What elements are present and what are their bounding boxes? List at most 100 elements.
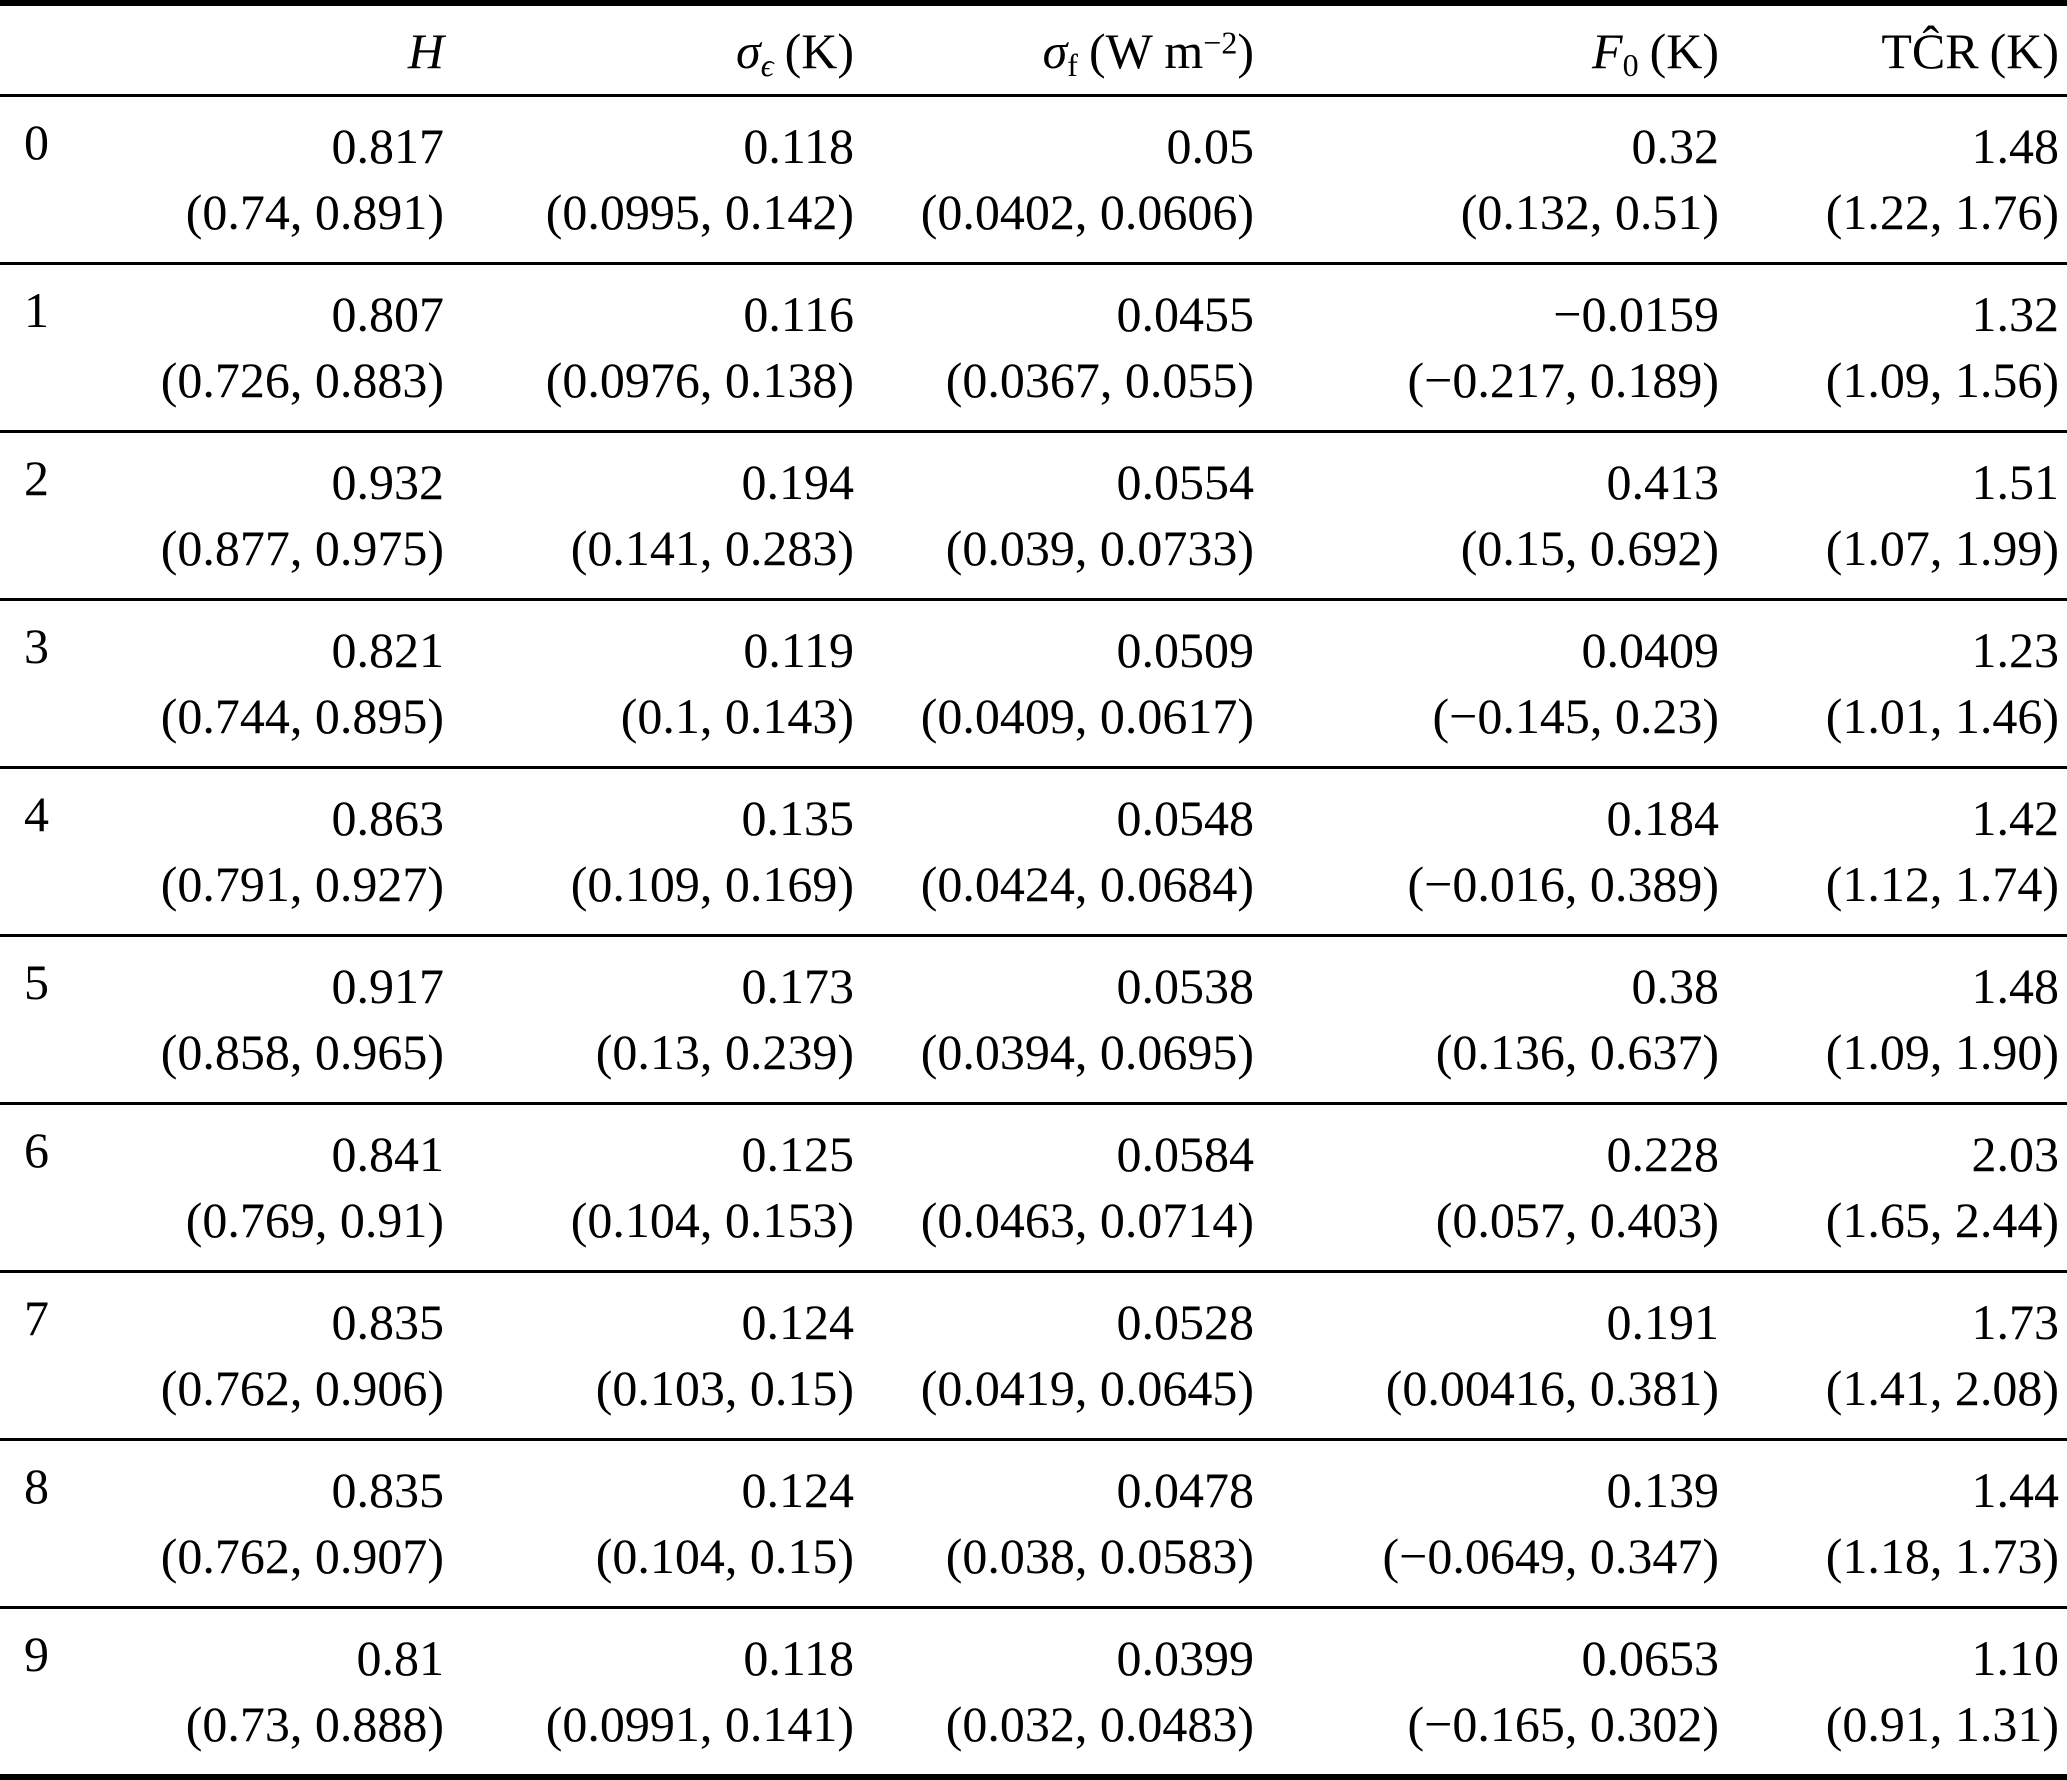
- cell-ci: (0.73, 0.888): [185, 1696, 444, 1752]
- cell-TCR: 1.48 (1.09, 1.90): [1725, 936, 2067, 1104]
- cell-H: 0.863 (0.791, 0.927): [120, 768, 450, 936]
- cell-value: 0.0584: [1116, 1126, 1255, 1182]
- col-header-sigma-f: σf (W m−2): [860, 3, 1260, 97]
- cell-value: 0.116: [743, 286, 854, 342]
- cell-ci: (0.032, 0.0483): [945, 1696, 1254, 1752]
- cell-ci: (−0.165, 0.302): [1407, 1696, 1720, 1752]
- cell-ci: (1.22, 1.76): [1825, 184, 2059, 240]
- table-body: 0 0.817 (0.74, 0.891) 0.118 (0.0995, 0.142…: [0, 96, 2067, 1778]
- cell-value: 0.05: [1166, 118, 1255, 174]
- header-row: H σϵ (K) σf (W m−2) F0 (K) TĈR (K): [0, 3, 2067, 97]
- cell-TCR: 1.48 (1.22, 1.76): [1725, 96, 2067, 264]
- cell-ci: (0.858, 0.965): [160, 1024, 444, 1080]
- col-header-H: H: [120, 3, 450, 97]
- unit-exponent: −2: [1203, 24, 1238, 61]
- cell-sigma-f: 0.0528 (0.0419, 0.0645): [860, 1272, 1260, 1440]
- cell-ci: (0.0424, 0.0684): [920, 856, 1254, 912]
- cell-ci: (0.0995, 0.142): [545, 184, 854, 240]
- cell-value: 0.835: [331, 1462, 445, 1518]
- table-row: 1 0.807 (0.726, 0.883) 0.116 (0.0976, 0.13…: [0, 264, 2067, 432]
- cell-TCR: 1.51 (1.07, 1.99): [1725, 432, 2067, 600]
- cell-ci: (−0.145, 0.23): [1432, 688, 1720, 744]
- cell-value: 0.0399: [1116, 1630, 1255, 1686]
- cell-ci: (1.18, 1.73): [1825, 1528, 2059, 1584]
- cell-sigma-f: 0.0538 (0.0394, 0.0695): [860, 936, 1260, 1104]
- cell-ci: (0.91, 1.31): [1825, 1696, 2059, 1752]
- cell-ci: (1.01, 1.46): [1825, 688, 2059, 744]
- cell-sigma-epsilon: 0.173 (0.13, 0.239): [450, 936, 860, 1104]
- cell-ci: (0.039, 0.0733): [945, 520, 1254, 576]
- table-row: 5 0.917 (0.858, 0.965) 0.173 (0.13, 0.239)…: [0, 936, 2067, 1104]
- cell-value: 0.135: [741, 790, 855, 846]
- cell-H: 0.841 (0.769, 0.91): [120, 1104, 450, 1272]
- cell-sigma-f: 0.0548 (0.0424, 0.0684): [860, 768, 1260, 936]
- cell-F0: 0.228 (0.057, 0.403): [1260, 1104, 1725, 1272]
- cell-value: 0.821: [331, 622, 445, 678]
- cell-value: 1.44: [1971, 1462, 2060, 1518]
- cell-sigma-epsilon: 0.125 (0.104, 0.153): [450, 1104, 860, 1272]
- col-header-index: [0, 3, 120, 97]
- cell-sigma-f: 0.0554 (0.039, 0.0733): [860, 432, 1260, 600]
- cell-value: 0.38: [1631, 958, 1720, 1014]
- cell-TCR: 1.44 (1.18, 1.73): [1725, 1440, 2067, 1608]
- cell-TCR: 1.73 (1.41, 2.08): [1725, 1272, 2067, 1440]
- cell-sigma-epsilon: 0.119 (0.1, 0.143): [450, 600, 860, 768]
- cell-H: 0.835 (0.762, 0.907): [120, 1440, 450, 1608]
- cell-TCR: 1.10 (0.91, 1.31): [1725, 1608, 2067, 1778]
- cell-ci: (0.0991, 0.141): [545, 1696, 854, 1752]
- col-header-sigma-epsilon: σϵ (K): [450, 3, 860, 97]
- row-index: 2: [24, 450, 49, 506]
- cell-value: 1.42: [1971, 790, 2060, 846]
- epsilon-subscript: ϵ: [760, 47, 774, 83]
- cell-value: 0.0538: [1116, 958, 1255, 1014]
- unit-prefix: (W m: [1088, 23, 1204, 79]
- cell-value: 0.0528: [1116, 1294, 1255, 1350]
- cell-ci: (0.0367, 0.055): [945, 352, 1254, 408]
- cell-ci: (0.762, 0.906): [160, 1360, 444, 1416]
- cell-sigma-epsilon: 0.135 (0.109, 0.169): [450, 768, 860, 936]
- cell-value: 0.0548: [1116, 790, 1255, 846]
- cell-ci: (0.74, 0.891): [185, 184, 444, 240]
- cell-value: 0.118: [743, 1630, 854, 1686]
- sigma-symbol: σ: [736, 23, 761, 79]
- cell-H: 0.817 (0.74, 0.891): [120, 96, 450, 264]
- row-index: 7: [24, 1290, 49, 1346]
- table-row: 3 0.821 (0.744, 0.895) 0.119 (0.1, 0.143) …: [0, 600, 2067, 768]
- cell-TCR: 1.32 (1.09, 1.56): [1725, 264, 2067, 432]
- cell-ci: (1.09, 1.56): [1825, 352, 2059, 408]
- cell-ci: (0.141, 0.283): [570, 520, 854, 576]
- cell-ci: (0.0463, 0.0714): [920, 1192, 1254, 1248]
- F-symbol: F: [1592, 23, 1623, 79]
- cell-value: 0.124: [741, 1294, 855, 1350]
- row-index: 8: [24, 1458, 49, 1514]
- cell-sigma-epsilon: 0.118 (0.0991, 0.141): [450, 1608, 860, 1778]
- unit-watts-per-m2: (W m−2): [1089, 23, 1254, 79]
- cell-value: 0.413: [1606, 454, 1720, 510]
- cell-value: 0.835: [331, 1294, 445, 1350]
- unit-suffix: ): [1237, 23, 1254, 79]
- cell-ci: (0.0976, 0.138): [545, 352, 854, 408]
- unit-kelvin: (K): [1989, 23, 2059, 79]
- cell-F0: −0.0159 (−0.217, 0.189): [1260, 264, 1725, 432]
- cell-F0: 0.413 (0.15, 0.692): [1260, 432, 1725, 600]
- row-index: 0: [24, 114, 49, 170]
- cell-H: 0.807 (0.726, 0.883): [120, 264, 450, 432]
- cell-ci: (0.00416, 0.381): [1385, 1360, 1719, 1416]
- cell-H: 0.835 (0.762, 0.906): [120, 1272, 450, 1440]
- cell-F0: 0.0409 (−0.145, 0.23): [1260, 600, 1725, 768]
- cell-value: 0.917: [331, 958, 445, 1014]
- cell-value: 0.0478: [1116, 1462, 1255, 1518]
- cell-ci: (−0.217, 0.189): [1407, 352, 1720, 408]
- cell-value: 0.191: [1606, 1294, 1720, 1350]
- cell-value: 1.48: [1971, 118, 2060, 174]
- sigma-symbol: σ: [1042, 23, 1068, 79]
- TCR-label: TĈR: [1881, 23, 1979, 79]
- cell-sigma-epsilon: 0.124 (0.104, 0.15): [450, 1440, 860, 1608]
- cell-ci: (0.762, 0.907): [160, 1528, 444, 1584]
- cell-H: 0.81 (0.73, 0.888): [120, 1608, 450, 1778]
- unit-kelvin: (K): [1649, 23, 1719, 79]
- cell-value: 0.0653: [1581, 1630, 1720, 1686]
- zero-subscript: 0: [1622, 47, 1639, 83]
- cell-value: 0.139: [1606, 1462, 1720, 1518]
